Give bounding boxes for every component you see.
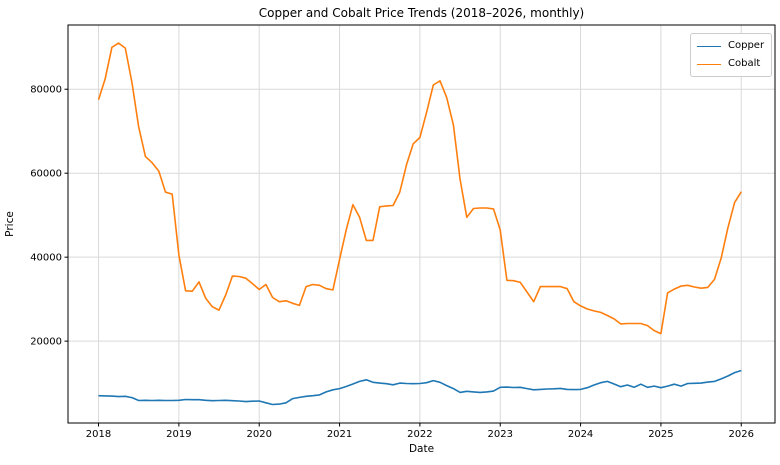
x-tick-label-2022: 2022 xyxy=(407,429,432,440)
cobalt-line-swatch-icon xyxy=(697,63,721,65)
ticks-layer: 2018 2019 2020 2021 2022 2023 2024 2025 2026 2000… xyxy=(30,85,754,440)
y-tick-label-40000: 40000 xyxy=(30,253,62,264)
chart-title: Copper and Cobalt Price Trends (2018–202… xyxy=(258,6,585,20)
x-tick-label-2019: 2019 xyxy=(166,429,191,440)
axes-layer xyxy=(67,24,776,424)
legend: Copper Cobalt xyxy=(690,33,772,77)
x-tick-label-2018: 2018 xyxy=(86,429,111,440)
x-tick-label-2025: 2025 xyxy=(648,429,673,440)
y-tick-label-20000: 20000 xyxy=(30,337,62,348)
x-tick-label-2021: 2021 xyxy=(327,429,352,440)
series-line-copper xyxy=(98,369,742,406)
y-tick-label-80000: 80000 xyxy=(30,85,62,96)
x-tick-label-2024: 2024 xyxy=(568,429,593,440)
x-tick-label-2020: 2020 xyxy=(246,429,271,440)
series-layer xyxy=(97,42,742,406)
legend-item-cobalt: Cobalt xyxy=(697,55,771,73)
x-tick-label-2026: 2026 xyxy=(729,429,754,440)
axes-frame xyxy=(67,24,776,424)
x-axis-label: Date xyxy=(408,443,435,455)
y-axis-label: Price xyxy=(4,211,16,237)
grid-layer xyxy=(68,25,775,423)
y-tick-label-60000: 60000 xyxy=(30,169,62,180)
copper-line-swatch-icon xyxy=(697,45,721,47)
legend-label-cobalt: Cobalt xyxy=(728,58,761,69)
legend-item-copper: Copper xyxy=(697,37,771,55)
x-tick-label-2023: 2023 xyxy=(488,429,513,440)
series-line-cobalt xyxy=(97,42,742,335)
legend-label-copper: Copper xyxy=(728,40,765,51)
